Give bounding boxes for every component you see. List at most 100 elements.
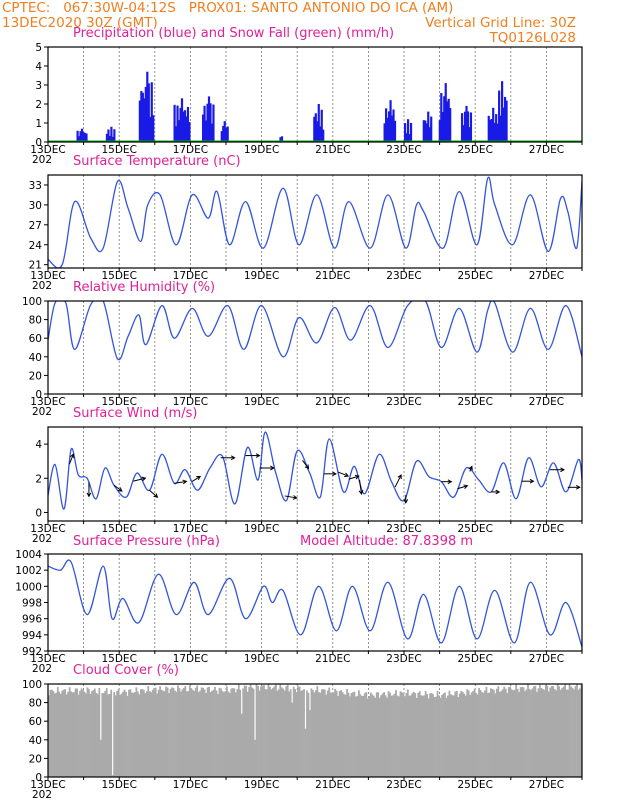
x-tick-label: 27DEC <box>529 653 564 665</box>
precip-bar <box>499 115 502 142</box>
cloud-bar <box>430 693 433 777</box>
precip-bar <box>465 105 468 142</box>
cloud-bar <box>463 693 466 777</box>
cloud-bar <box>125 691 127 777</box>
precip-bar <box>140 91 143 142</box>
cloud-bar <box>251 687 253 777</box>
cloud-bar <box>395 690 397 777</box>
panel-frame <box>47 46 583 143</box>
wind-arrow-shaft <box>174 480 187 484</box>
cloud-bar <box>360 696 363 777</box>
wind-arrow-head <box>495 489 501 495</box>
cloud-bar <box>65 694 68 777</box>
cloud-bar <box>573 689 575 777</box>
precip-bar <box>185 116 188 142</box>
cloud-bar <box>427 698 430 777</box>
precip-bar <box>143 98 146 142</box>
cloud-bar <box>95 692 98 777</box>
cloud-bar <box>313 692 316 777</box>
precip-bar <box>76 130 79 142</box>
y-tick-label: 40 <box>29 735 42 747</box>
cloud-bar <box>260 686 262 777</box>
x-tick-label: 19DEC <box>244 523 279 535</box>
wind-arrow-head <box>468 465 473 471</box>
panel-4: 0 2 4 13DEC 15DEC 17DEC 19DEC 21DEC 23DEC 25DEC 27… <box>30 406 583 545</box>
cloud-bar <box>276 690 279 777</box>
precip-bar <box>316 121 319 142</box>
y-tick-label: 100 <box>22 679 42 691</box>
cloud-bar <box>202 687 205 777</box>
cloud-bar <box>491 688 494 777</box>
x-tick-label: 21DEC <box>315 779 350 791</box>
panel-3: 0 20 40 60 80 100 13DEC 15DEC 17DEC 19DEC 21DEC 23D… <box>22 280 583 418</box>
cloud-bar <box>558 686 561 777</box>
wind-arrow-shaft <box>302 460 309 469</box>
cloud-bar <box>454 691 457 777</box>
cloud-bar <box>300 690 302 777</box>
cloud-bar <box>286 685 289 777</box>
cloud-bar <box>117 688 120 777</box>
precip-bar <box>320 109 323 142</box>
cloud-bar <box>280 687 283 777</box>
cloud-bar <box>433 697 436 777</box>
x-tick-label: 19DEC <box>244 779 279 791</box>
precip-bar <box>108 135 112 142</box>
x-tick-label: 19DEC <box>244 270 279 282</box>
wind-arrow-head <box>117 487 123 492</box>
cloud-bar <box>185 691 188 777</box>
wind-arrow-shaft <box>337 471 349 477</box>
x-tick-label: 27DEC <box>529 270 564 282</box>
cloud-bar <box>53 693 56 777</box>
cloud-bar <box>93 688 96 777</box>
cloud-bar <box>134 692 136 777</box>
cloud-bar <box>226 686 228 777</box>
precip-bar <box>463 111 467 142</box>
precip-bar <box>460 113 464 142</box>
wind-arrow <box>348 474 360 480</box>
x-tick-label: 23DEC <box>386 523 421 535</box>
y-tick-label: 0 <box>35 507 42 519</box>
cloud-bar <box>270 689 273 777</box>
cloud-bar <box>248 687 251 777</box>
x-tick-label: 23DEC <box>386 653 421 665</box>
cloud-bar <box>77 694 80 777</box>
wind-arrow <box>394 474 402 488</box>
precip-bar <box>487 115 490 142</box>
cloud-bar <box>71 692 74 777</box>
precip-bar <box>186 106 190 142</box>
cloud-bar <box>58 691 61 777</box>
precip-bar <box>438 120 441 142</box>
cloud-bar <box>98 687 101 777</box>
cloud-bar <box>445 697 448 777</box>
cloud-bar <box>257 685 259 777</box>
panel-frame <box>47 426 583 522</box>
cloud-bar <box>513 689 516 777</box>
data-layer <box>48 559 582 648</box>
cloud-bar <box>242 688 245 777</box>
wind-arrow-head <box>292 495 298 500</box>
cloud-bar <box>104 690 107 777</box>
cloud-bar <box>538 684 541 777</box>
cloud-bar <box>352 692 354 777</box>
y-tick-label: 2 <box>35 99 42 111</box>
wind-arrow <box>220 455 236 461</box>
wind-arrow-shaft <box>394 474 402 488</box>
cloud-bar <box>50 689 53 777</box>
cloud-bar <box>343 694 345 777</box>
cloud-bar <box>208 686 210 777</box>
cloud-bar <box>282 688 285 777</box>
precip-bar <box>209 103 212 142</box>
cloud-bar <box>547 691 550 777</box>
wind-arrow-head <box>255 453 261 458</box>
wind-arrow-head <box>304 464 310 470</box>
wind-arrow-head <box>447 479 453 485</box>
y-tick-label: 80 <box>29 698 42 710</box>
cloud-bar <box>316 686 319 777</box>
cloud-bar <box>346 688 348 777</box>
cloud-bar <box>436 690 439 777</box>
cloud-bar <box>350 692 353 777</box>
wind-arrow-head <box>182 479 188 485</box>
x-tick-label: 21DEC <box>315 144 350 156</box>
cloud-bar <box>356 695 359 777</box>
cloud-bar <box>64 689 67 777</box>
